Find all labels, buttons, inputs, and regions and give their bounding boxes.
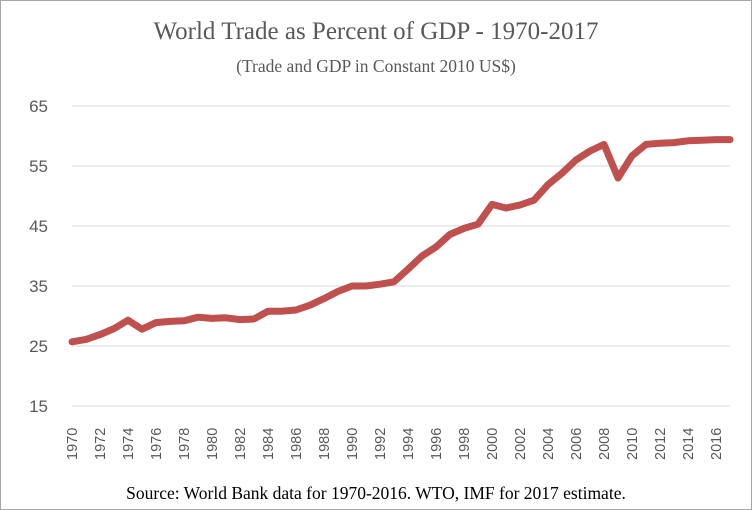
chart-title: World Trade as Percent of GDP - 1970-201… xyxy=(153,18,599,45)
x-tick-label: 1970 xyxy=(65,428,81,460)
x-tick-label: 1984 xyxy=(261,428,277,460)
y-axis-ticks: 15 25 35 45 55 65 xyxy=(29,97,48,416)
x-tick-label: 2012 xyxy=(653,428,669,460)
x-tick-label: 1986 xyxy=(289,428,305,460)
x-tick-label: 2010 xyxy=(625,428,641,460)
x-tick-label: 1974 xyxy=(121,428,137,460)
x-tick-label: 2006 xyxy=(569,428,585,460)
x-tick-label: 1992 xyxy=(373,428,389,460)
y-tick-label: 15 xyxy=(29,397,48,416)
x-tick-label: 2014 xyxy=(681,428,697,460)
x-tick-label: 1988 xyxy=(317,428,333,460)
x-axis-ticks: 1970 1972 1974 1976 1978 1980 1982 1984 1986 1988… xyxy=(65,428,725,460)
x-tick-label: 2002 xyxy=(513,428,529,460)
source-note: Source: World Bank data for 1970-2016. W… xyxy=(126,483,626,503)
x-tick-label: 1980 xyxy=(205,428,221,460)
y-tick-label: 65 xyxy=(29,97,48,116)
x-tick-label: 1978 xyxy=(177,428,193,460)
x-tick-label: 2016 xyxy=(709,428,725,460)
y-tick-label: 35 xyxy=(29,277,48,296)
x-tick-label: 1998 xyxy=(457,428,473,460)
x-tick-label: 2008 xyxy=(597,428,613,460)
x-tick-label: 2000 xyxy=(485,428,501,460)
gridlines xyxy=(72,105,730,407)
series-line-trade-percent-gdp xyxy=(68,136,734,346)
x-tick-label: 1976 xyxy=(149,428,165,460)
x-tick-label: 1982 xyxy=(233,428,249,460)
x-tick-label: 1994 xyxy=(401,428,417,460)
x-tick-label: 1996 xyxy=(429,428,445,460)
x-tick-label: 1972 xyxy=(93,428,109,460)
x-tick-label: 2004 xyxy=(541,428,557,460)
y-tick-label: 55 xyxy=(29,157,48,176)
y-tick-label: 45 xyxy=(29,217,48,236)
x-tick-label: 1990 xyxy=(345,428,361,460)
chart-subtitle: (Trade and GDP in Constant 2010 US$) xyxy=(236,56,516,76)
y-tick-label: 25 xyxy=(29,337,48,356)
